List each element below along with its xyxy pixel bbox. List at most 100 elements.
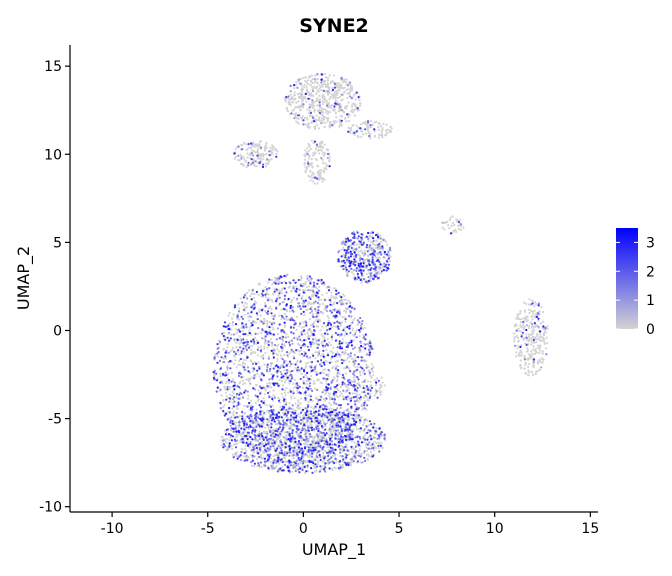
cell-point bbox=[302, 376, 305, 379]
cell-point bbox=[302, 321, 305, 324]
cell-point bbox=[272, 389, 275, 392]
cell-point bbox=[315, 325, 318, 328]
cell-point bbox=[316, 78, 319, 81]
cell-point bbox=[240, 451, 243, 454]
cell-point bbox=[358, 452, 361, 455]
cell-point bbox=[226, 366, 229, 369]
cell-point bbox=[522, 321, 525, 324]
cell-point bbox=[367, 424, 371, 427]
cell-point bbox=[246, 405, 249, 408]
cell-point bbox=[306, 151, 309, 154]
cell-point bbox=[285, 309, 289, 312]
cell-point bbox=[278, 378, 281, 381]
cell-point bbox=[310, 173, 313, 177]
cell-point bbox=[250, 417, 254, 420]
cell-point bbox=[304, 123, 308, 126]
cell-point bbox=[264, 293, 267, 296]
cell-point bbox=[344, 263, 347, 266]
cell-point bbox=[279, 370, 282, 374]
cell-point bbox=[243, 157, 246, 160]
cell-point bbox=[334, 360, 337, 363]
cell-point bbox=[347, 379, 350, 382]
cell-point bbox=[265, 142, 268, 145]
cell-point bbox=[324, 79, 327, 82]
cell-point bbox=[537, 302, 541, 305]
cell-point bbox=[323, 470, 327, 473]
cell-point bbox=[537, 312, 540, 315]
cell-point bbox=[270, 149, 273, 152]
cell-point bbox=[317, 149, 320, 152]
cell-point bbox=[317, 409, 320, 412]
cell-point bbox=[317, 289, 321, 292]
cell-point bbox=[355, 413, 358, 416]
cell-point bbox=[219, 407, 222, 410]
cell-point bbox=[266, 385, 269, 388]
cell-point bbox=[316, 164, 319, 167]
cell-point bbox=[531, 323, 534, 326]
cell-point bbox=[264, 339, 267, 342]
cell-point bbox=[540, 357, 544, 360]
cell-point bbox=[269, 147, 272, 150]
cell-point bbox=[350, 383, 353, 387]
cell-point bbox=[263, 460, 266, 463]
cell-point bbox=[241, 448, 244, 451]
cell-point bbox=[252, 465, 255, 468]
cell-point bbox=[269, 329, 272, 332]
cell-point bbox=[238, 359, 241, 362]
cell-point bbox=[234, 424, 237, 427]
cell-point bbox=[320, 439, 323, 443]
cell-point bbox=[350, 89, 353, 92]
cell-point bbox=[263, 345, 266, 348]
cell-point bbox=[257, 361, 260, 364]
cell-point bbox=[228, 416, 231, 420]
cell-point bbox=[308, 76, 311, 79]
cell-point bbox=[361, 252, 364, 255]
cell-point bbox=[525, 324, 529, 327]
cell-point bbox=[308, 175, 311, 178]
cell-point bbox=[322, 371, 325, 375]
cell-point bbox=[285, 106, 288, 109]
cell-point bbox=[368, 371, 371, 374]
cell-point bbox=[279, 423, 282, 426]
cell-point bbox=[226, 364, 229, 367]
cell-point bbox=[338, 108, 341, 111]
cell-point bbox=[250, 415, 253, 418]
cell-point bbox=[259, 453, 262, 456]
cell-point bbox=[313, 421, 316, 424]
cell-point bbox=[250, 322, 253, 325]
cell-point bbox=[323, 363, 326, 366]
cell-point bbox=[328, 418, 331, 421]
cell-point bbox=[378, 389, 381, 392]
cell-point bbox=[329, 350, 332, 353]
cell-point bbox=[243, 313, 246, 316]
cell-point bbox=[346, 307, 349, 310]
cell-point bbox=[310, 79, 313, 83]
cell-point bbox=[337, 383, 340, 386]
cell-point bbox=[237, 145, 240, 148]
cell-point bbox=[366, 398, 369, 402]
cell-point bbox=[318, 285, 321, 288]
cell-point bbox=[324, 450, 327, 453]
cell-point bbox=[258, 438, 261, 441]
cell-point bbox=[347, 84, 350, 87]
cell-point bbox=[301, 326, 304, 329]
cell-point bbox=[532, 341, 536, 344]
cell-point bbox=[246, 297, 249, 300]
cell-point bbox=[368, 396, 371, 400]
cell-point bbox=[281, 348, 284, 351]
cell-point bbox=[305, 437, 308, 440]
cell-point bbox=[288, 388, 292, 391]
cell-point bbox=[343, 351, 346, 354]
cell-point bbox=[355, 329, 358, 332]
cell-point bbox=[375, 240, 378, 243]
cell-point bbox=[387, 251, 390, 254]
cell-point bbox=[365, 385, 368, 388]
cell-point bbox=[305, 168, 308, 171]
cell-point bbox=[364, 122, 367, 125]
cell-point bbox=[320, 467, 323, 470]
cell-point bbox=[359, 386, 362, 389]
cell-point bbox=[326, 328, 329, 332]
cell-point bbox=[259, 461, 262, 464]
cell-point bbox=[246, 343, 249, 346]
cell-point bbox=[232, 398, 235, 401]
